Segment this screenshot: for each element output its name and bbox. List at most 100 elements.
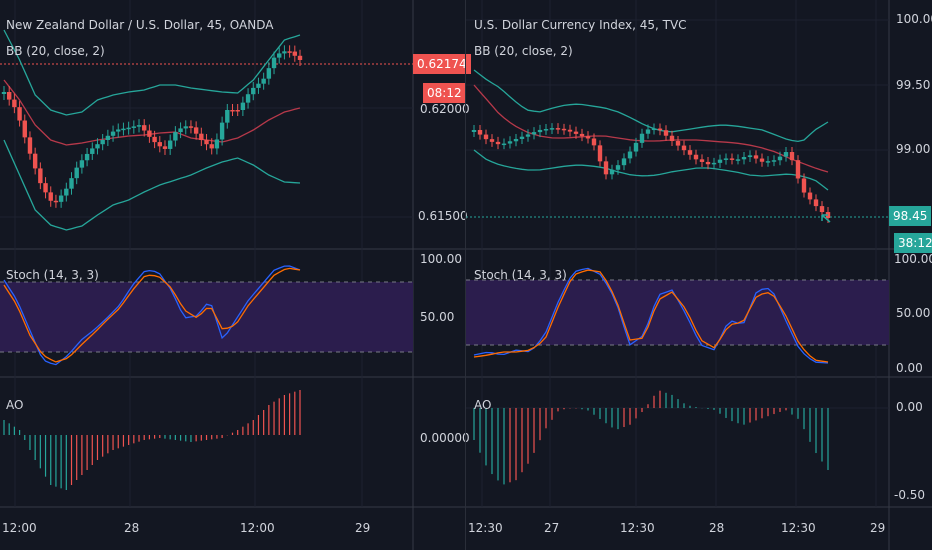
candle-body bbox=[705, 161, 711, 165]
time-axis-label: 28 bbox=[124, 521, 140, 535]
candle-body bbox=[131, 126, 137, 128]
candle-body bbox=[178, 128, 183, 133]
candle-body bbox=[759, 158, 765, 162]
bb-basis-line bbox=[3, 79, 301, 146]
candle-body bbox=[105, 135, 111, 140]
candle-body bbox=[282, 51, 287, 54]
stoch-d-line bbox=[3, 267, 301, 363]
candle-body bbox=[136, 125, 142, 127]
candle-body bbox=[633, 142, 639, 152]
candle-body bbox=[235, 110, 240, 112]
candle-body bbox=[543, 129, 549, 131]
time-axis-label: 12:30 bbox=[468, 521, 503, 535]
candle-body bbox=[110, 131, 116, 136]
candle-body bbox=[771, 160, 777, 162]
ao-label[interactable]: AO bbox=[474, 398, 492, 412]
stoch-d-line bbox=[473, 269, 829, 363]
candle-body bbox=[230, 110, 235, 112]
stoch-k-line bbox=[3, 265, 301, 366]
candle-body bbox=[669, 135, 675, 142]
candle-body bbox=[597, 145, 603, 162]
stoch-label[interactable]: Stoch (14, 3, 3) bbox=[474, 268, 567, 282]
candle-body bbox=[251, 87, 256, 95]
candle-body bbox=[603, 161, 609, 175]
stoch-band-fill bbox=[0, 282, 413, 352]
left-chart-canvas[interactable] bbox=[0, 0, 465, 550]
bb-lower-band bbox=[3, 139, 301, 231]
candle-body bbox=[723, 158, 729, 160]
candle-body bbox=[292, 51, 298, 56]
time-axis-label: 12:30 bbox=[781, 521, 816, 535]
ao-label[interactable]: AO bbox=[6, 398, 24, 412]
candle-body bbox=[22, 120, 27, 138]
countdown-badge: 38:12 bbox=[894, 233, 932, 253]
candle-body bbox=[711, 162, 717, 165]
time-axis-label: 29 bbox=[870, 521, 886, 535]
stoch-band-fill bbox=[466, 280, 889, 345]
ao-axis-label: 0.00 bbox=[896, 400, 923, 414]
time-axis-label: 29 bbox=[355, 521, 371, 535]
candle-body bbox=[43, 183, 48, 193]
price-axis-label: 100.00 bbox=[896, 12, 932, 26]
candle-body bbox=[615, 165, 621, 170]
candle-body bbox=[219, 122, 225, 140]
candle-body bbox=[173, 132, 178, 141]
stoch-label[interactable]: Stoch (14, 3, 3) bbox=[6, 268, 99, 282]
right-chart-panel[interactable]: U.S. Dollar Currency Index, 45, TVC BB (… bbox=[466, 0, 932, 550]
candle-body bbox=[193, 127, 199, 134]
last-price-badge: 0.62174 bbox=[413, 54, 471, 74]
candle-body bbox=[214, 139, 220, 149]
candle-body bbox=[209, 144, 214, 149]
chart-title: New Zealand Dollar / U.S. Dollar, 45, OA… bbox=[6, 18, 274, 32]
candle-body bbox=[807, 192, 813, 200]
candle-body bbox=[729, 158, 735, 160]
candle-body bbox=[58, 195, 64, 202]
bb-label[interactable]: BB (20, close, 2) bbox=[474, 44, 573, 58]
price-axis-label: 99.00 bbox=[896, 142, 931, 156]
candle-body bbox=[297, 55, 303, 60]
candle-body bbox=[100, 140, 105, 145]
right-chart-canvas[interactable] bbox=[466, 0, 932, 550]
candle-body bbox=[69, 178, 74, 189]
stochastic-lines bbox=[473, 267, 829, 364]
candle-body bbox=[204, 140, 209, 145]
panel-divider[interactable] bbox=[465, 0, 466, 550]
ao-axis-label: -0.50 bbox=[894, 488, 926, 502]
candle-body bbox=[95, 144, 100, 149]
price-axis-label: 0.61500 bbox=[418, 209, 468, 223]
candle-body bbox=[783, 152, 789, 157]
candle-body bbox=[501, 143, 507, 146]
candle-body bbox=[537, 129, 543, 133]
candle-body bbox=[167, 140, 173, 149]
candle-body bbox=[471, 130, 477, 132]
candle-body bbox=[240, 102, 246, 110]
candle-body bbox=[1, 92, 7, 94]
candle-body bbox=[591, 138, 597, 146]
candle-body bbox=[256, 83, 261, 88]
candlesticks bbox=[471, 123, 831, 223]
candle-body bbox=[147, 130, 152, 137]
candle-body bbox=[555, 128, 561, 130]
stoch-axis-label: 0.00 bbox=[896, 361, 923, 375]
candle-body bbox=[699, 159, 705, 162]
awesome-oscillator-bars bbox=[473, 390, 829, 485]
time-axis-label: 12:30 bbox=[620, 521, 655, 535]
candle-body bbox=[693, 154, 699, 160]
cursor-arrow-icon bbox=[821, 214, 831, 223]
candle-body bbox=[121, 128, 126, 131]
bollinger-bands bbox=[3, 29, 301, 231]
candle-body bbox=[585, 136, 591, 139]
bb-label[interactable]: BB (20, close, 2) bbox=[6, 44, 105, 58]
candle-body bbox=[819, 206, 825, 213]
countdown-badge: 08:12 bbox=[423, 83, 466, 103]
left-chart-panel[interactable]: New Zealand Dollar / U.S. Dollar, 45, OA… bbox=[0, 0, 471, 550]
candle-body bbox=[27, 137, 33, 154]
candle-body bbox=[621, 158, 627, 166]
candle-body bbox=[277, 53, 282, 58]
candle-body bbox=[271, 57, 277, 69]
time-axis-label: 27 bbox=[544, 521, 560, 535]
candle-body bbox=[525, 134, 531, 137]
candle-body bbox=[142, 125, 147, 131]
candle-body bbox=[789, 152, 795, 161]
candle-body bbox=[6, 92, 12, 100]
